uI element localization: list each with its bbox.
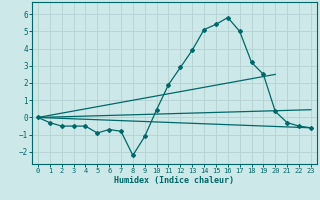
X-axis label: Humidex (Indice chaleur): Humidex (Indice chaleur) — [115, 176, 234, 185]
